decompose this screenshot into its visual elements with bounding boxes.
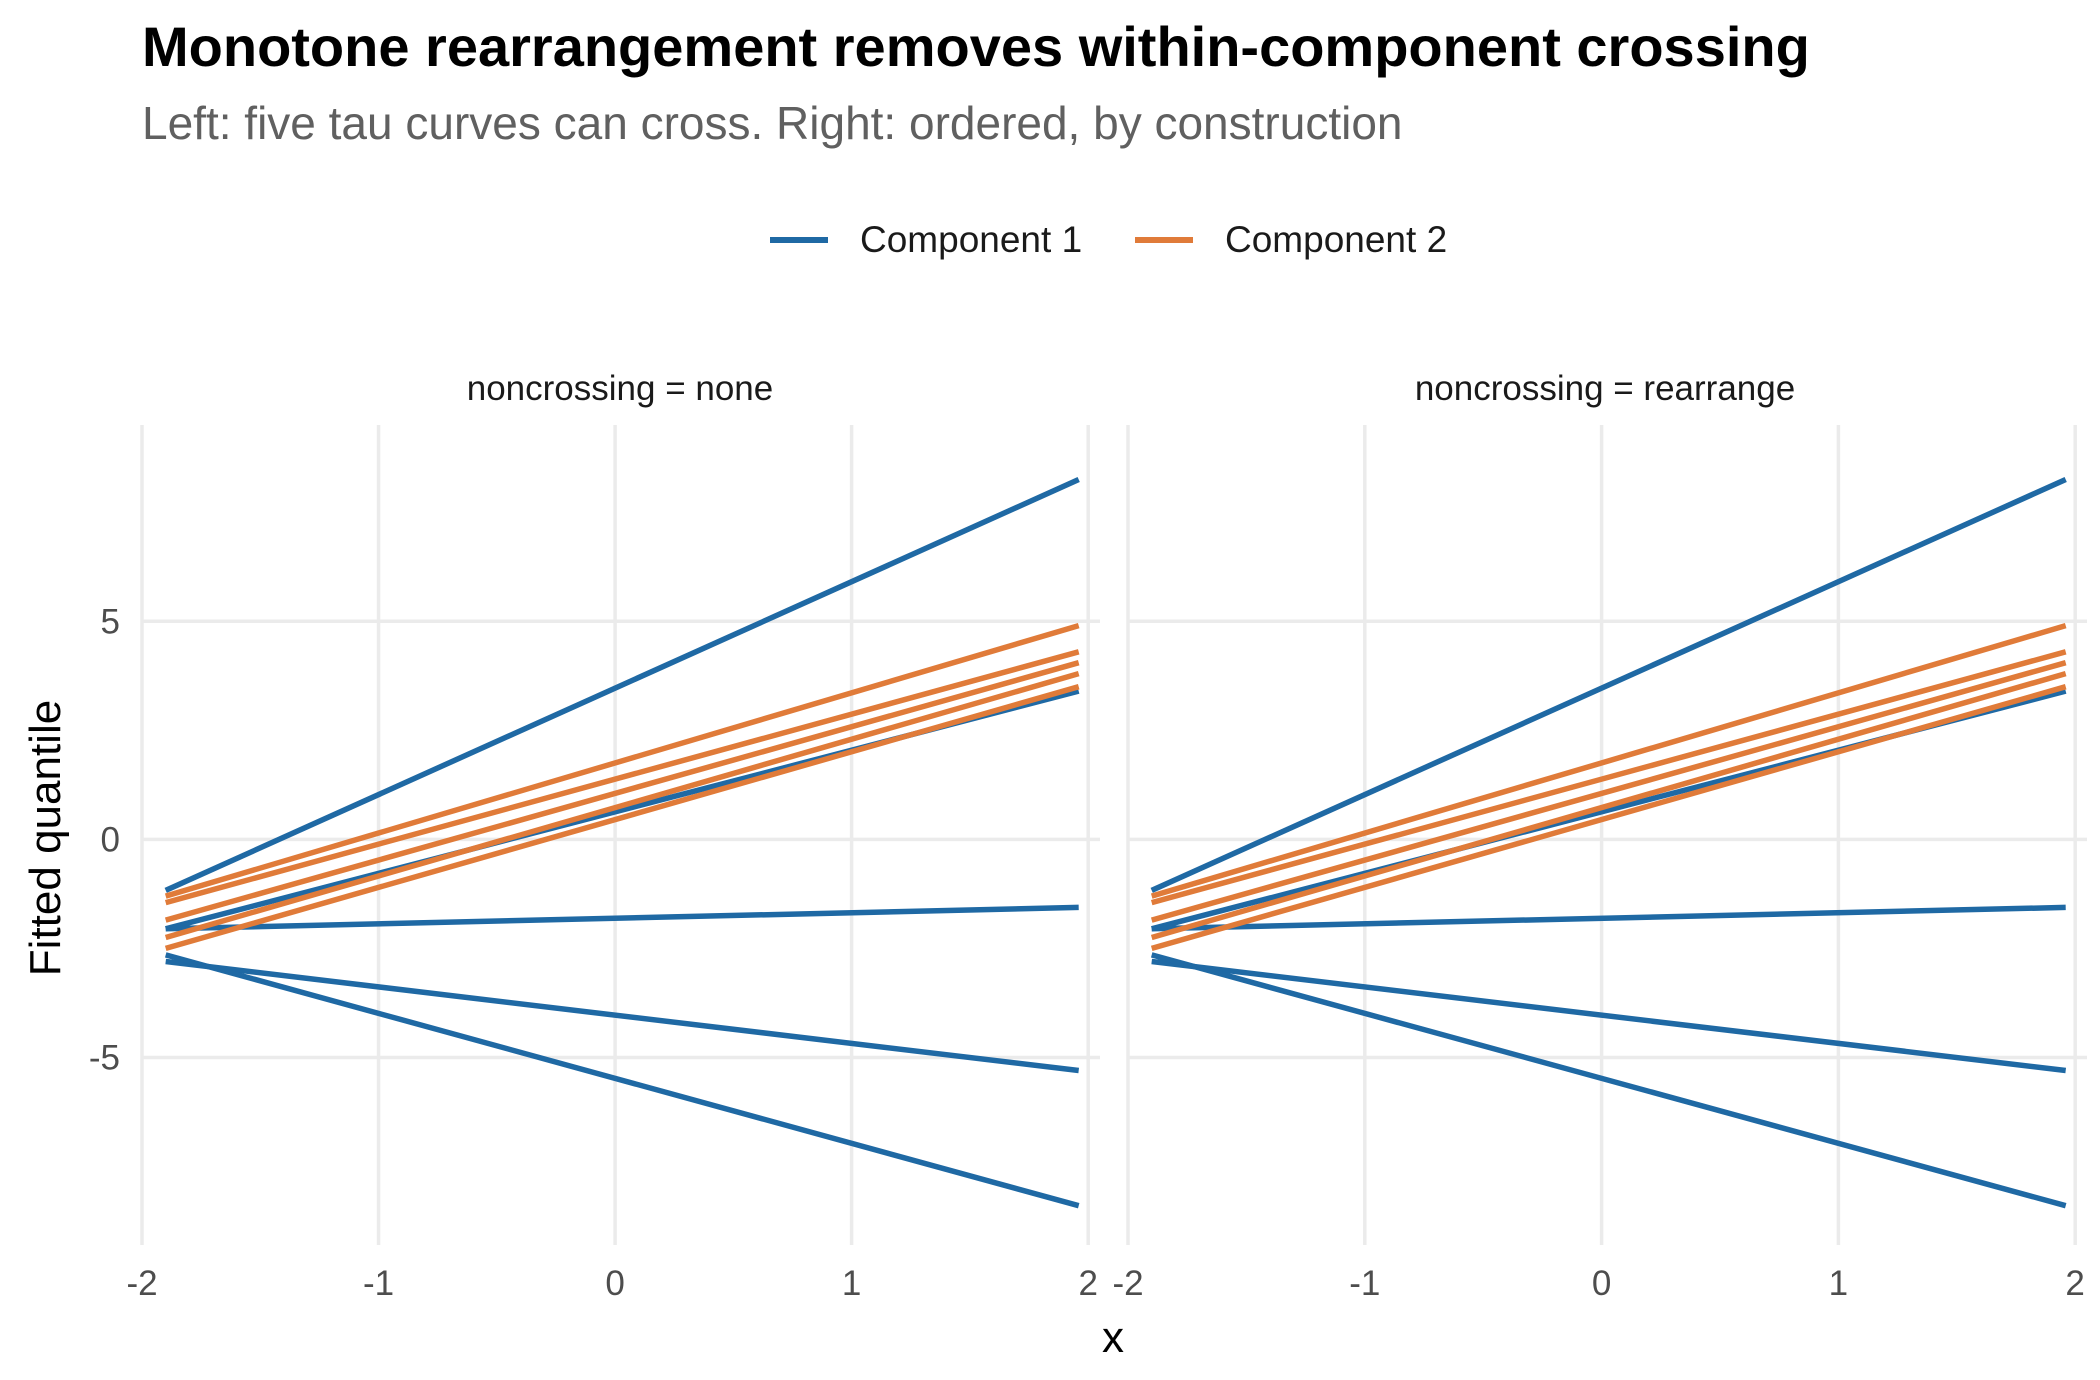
series-line-component-1 <box>164 952 1080 1209</box>
series-line-component-2 <box>1150 670 2067 941</box>
y-tick-label: -5 <box>89 1038 120 1077</box>
panel-gridlines <box>140 425 1100 1245</box>
series-line-component-1 <box>165 958 1080 1074</box>
panel-series <box>164 476 1080 1209</box>
panel-strip-label: noncrossing = rearrange <box>1415 369 1795 408</box>
x-axis-title: x <box>1102 1313 1124 1362</box>
series-line-component-1 <box>1151 904 2066 932</box>
series-line-component-1 <box>1151 958 2067 1074</box>
x-tick-label: 0 <box>605 1264 624 1303</box>
panel-noncrossing-rearrange: noncrossing = rearrange -2 -1 0 1 2 <box>1112 369 2087 1303</box>
series-line-component-1 <box>164 476 1080 893</box>
series-line-component-1 <box>1150 952 2067 1209</box>
series-line-component-2 <box>1150 660 2067 923</box>
panel-x-ticks: -2 -1 0 1 2 <box>126 1264 1097 1303</box>
series-line-component-1 <box>165 904 1079 932</box>
y-tick-label: 5 <box>101 602 120 641</box>
x-tick-label: 1 <box>842 1264 861 1303</box>
series-line-component-2 <box>1150 684 2067 952</box>
series-line-component-2 <box>164 684 1080 952</box>
legend-label-component-2: Component 2 <box>1225 219 1447 260</box>
y-tick-label: 0 <box>101 820 120 859</box>
panel-series <box>1150 476 2067 1209</box>
legend: Component 1 Component 2 <box>770 219 1447 260</box>
series-line-component-2 <box>1150 649 2067 906</box>
series-line-component-1 <box>1150 476 2067 893</box>
x-tick-label: -2 <box>1112 1264 1143 1303</box>
x-tick-label: 2 <box>2065 1264 2084 1303</box>
series-line-component-2 <box>164 622 1080 899</box>
x-tick-label: -1 <box>363 1264 394 1303</box>
y-axis-title: Fitted quantile <box>21 700 70 976</box>
series-line-component-2 <box>1150 622 2067 899</box>
legend-label-component-1: Component 1 <box>860 219 1082 260</box>
chart-title: Monotone rearrangement removes within-co… <box>142 15 1810 78</box>
chart-subtitle: Left: five tau curves can cross. Right: … <box>142 97 1403 149</box>
x-tick-label: -1 <box>1349 1264 1380 1303</box>
panel-strip-label: noncrossing = none <box>467 369 773 408</box>
series-line-component-2 <box>164 660 1080 923</box>
x-tick-label: 0 <box>1592 1264 1611 1303</box>
x-tick-label: -2 <box>126 1264 157 1303</box>
panel-x-ticks: -2 -1 0 1 2 <box>1112 1264 2084 1303</box>
x-tick-label: 2 <box>1078 1264 1097 1303</box>
series-line-component-2 <box>164 649 1080 906</box>
panel-noncrossing-none: noncrossing = none -2 -1 0 1 2 <box>126 369 1100 1303</box>
y-axis-ticks: -5 0 5 <box>89 602 120 1077</box>
x-tick-label: 1 <box>1829 1264 1848 1303</box>
series-line-component-2 <box>164 670 1080 941</box>
